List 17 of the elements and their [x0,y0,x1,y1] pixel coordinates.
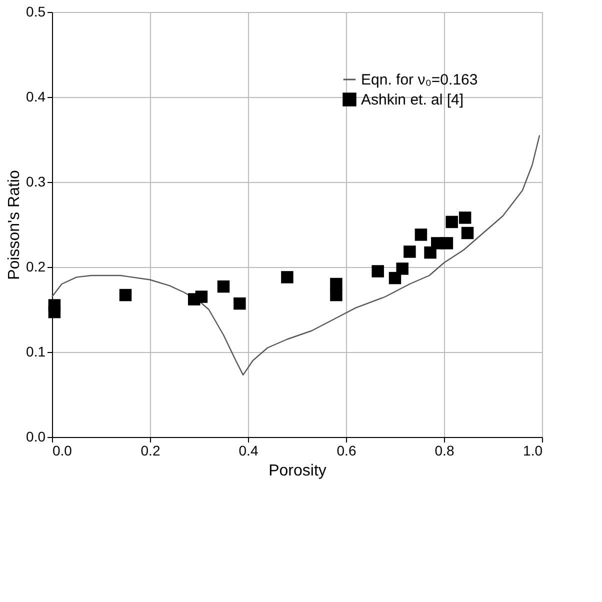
y-tick-label: 0.1 [26,344,46,360]
y-tick-label: 0.4 [26,88,46,104]
x-tick-label: 0.8 [434,442,454,458]
y-axis-title: Poisson's Ratio [6,170,24,280]
y-tick-label: 0.0 [26,428,46,444]
y-tick-label: 0.5 [26,4,46,20]
x-tick-label: 0.0 [52,442,72,458]
legend-label: Ashkin et. al [4] [361,92,464,108]
y-tick-label: 0.2 [26,258,46,274]
x-tick-label: 0.2 [140,442,160,458]
line-series [51,134,540,376]
legend-label: Eqn. for ν₀=0.163 [361,72,478,88]
x-axis-title: Porosity [268,462,326,480]
y-tick-label: 0.3 [26,174,46,190]
x-tick-label: 1.0 [523,442,543,458]
x-tick-label: 0.4 [238,442,258,458]
x-tick-label: 0.6 [336,442,356,458]
